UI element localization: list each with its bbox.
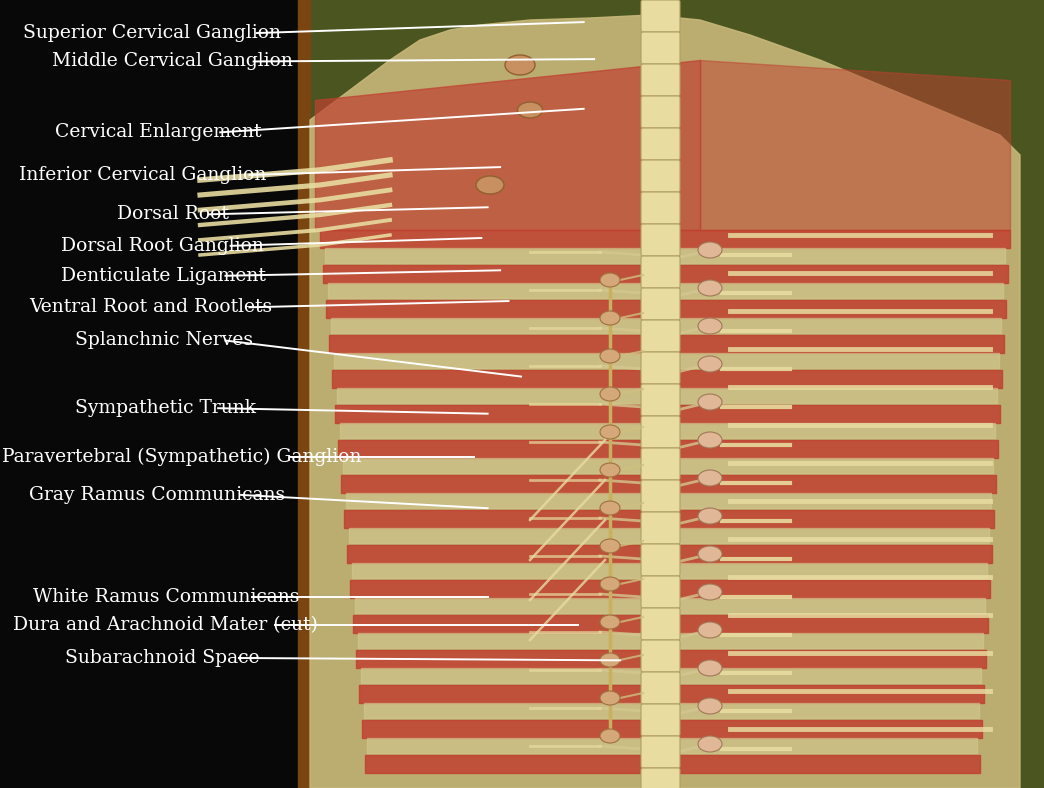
Ellipse shape [698,318,722,334]
FancyBboxPatch shape [641,736,680,768]
Ellipse shape [698,622,722,638]
Ellipse shape [698,356,722,372]
Ellipse shape [600,577,620,591]
Ellipse shape [698,242,722,258]
Ellipse shape [698,546,722,562]
FancyBboxPatch shape [641,672,680,704]
Text: Gray Ramus Communicans: Gray Ramus Communicans [29,486,285,504]
FancyBboxPatch shape [641,224,680,256]
Ellipse shape [698,432,722,448]
FancyBboxPatch shape [641,384,680,416]
Text: Ventral Root and Rootlets: Ventral Root and Rootlets [29,299,272,316]
Ellipse shape [600,729,620,743]
FancyBboxPatch shape [641,768,680,788]
Ellipse shape [600,349,620,363]
FancyBboxPatch shape [641,0,680,32]
FancyBboxPatch shape [641,512,680,544]
Ellipse shape [600,539,620,553]
Ellipse shape [600,653,620,667]
Text: Splanchnic Nerves: Splanchnic Nerves [75,332,253,349]
Ellipse shape [600,387,620,401]
FancyBboxPatch shape [641,544,680,576]
FancyBboxPatch shape [641,192,680,224]
FancyBboxPatch shape [641,32,680,64]
Ellipse shape [518,102,543,118]
Ellipse shape [600,311,620,325]
Text: Dorsal Root Ganglion: Dorsal Root Ganglion [61,237,263,255]
Ellipse shape [600,691,620,705]
Ellipse shape [698,584,722,600]
Text: Denticulate Ligament: Denticulate Ligament [61,267,265,284]
Ellipse shape [698,280,722,296]
Ellipse shape [698,660,722,676]
FancyBboxPatch shape [641,256,680,288]
FancyBboxPatch shape [641,352,680,384]
Text: Cervical Enlargement: Cervical Enlargement [55,124,262,141]
FancyBboxPatch shape [641,320,680,352]
Ellipse shape [698,508,722,524]
Text: Middle Cervical Ganglion: Middle Cervical Ganglion [52,53,293,70]
FancyBboxPatch shape [641,64,680,96]
Text: Sympathetic Trunk: Sympathetic Trunk [75,400,256,417]
Ellipse shape [505,55,535,75]
Ellipse shape [600,501,620,515]
Text: Dura and Arachnoid Mater (cut): Dura and Arachnoid Mater (cut) [13,616,317,634]
Ellipse shape [698,470,722,486]
FancyBboxPatch shape [641,448,680,480]
FancyBboxPatch shape [641,128,680,160]
FancyBboxPatch shape [641,480,680,512]
FancyBboxPatch shape [641,576,680,608]
Ellipse shape [600,273,620,287]
Ellipse shape [476,176,504,194]
Ellipse shape [600,425,620,439]
FancyBboxPatch shape [641,608,680,640]
Ellipse shape [698,698,722,714]
FancyBboxPatch shape [641,416,680,448]
FancyBboxPatch shape [641,96,680,128]
Text: Dorsal Root: Dorsal Root [117,206,229,223]
Ellipse shape [600,615,620,629]
FancyBboxPatch shape [641,704,680,736]
Text: Subarachnoid Space: Subarachnoid Space [65,649,259,667]
Polygon shape [310,15,1020,788]
FancyBboxPatch shape [641,640,680,672]
Text: White Ramus Communicans: White Ramus Communicans [33,589,300,606]
Text: Paravertebral (Sympathetic) Ganglion: Paravertebral (Sympathetic) Ganglion [2,448,361,466]
Ellipse shape [698,394,722,410]
Text: Inferior Cervical Ganglion: Inferior Cervical Ganglion [19,166,266,184]
Ellipse shape [698,736,722,752]
Text: Superior Cervical Ganglion: Superior Cervical Ganglion [23,24,281,42]
FancyBboxPatch shape [641,160,680,192]
FancyBboxPatch shape [641,288,680,320]
Ellipse shape [600,463,620,477]
